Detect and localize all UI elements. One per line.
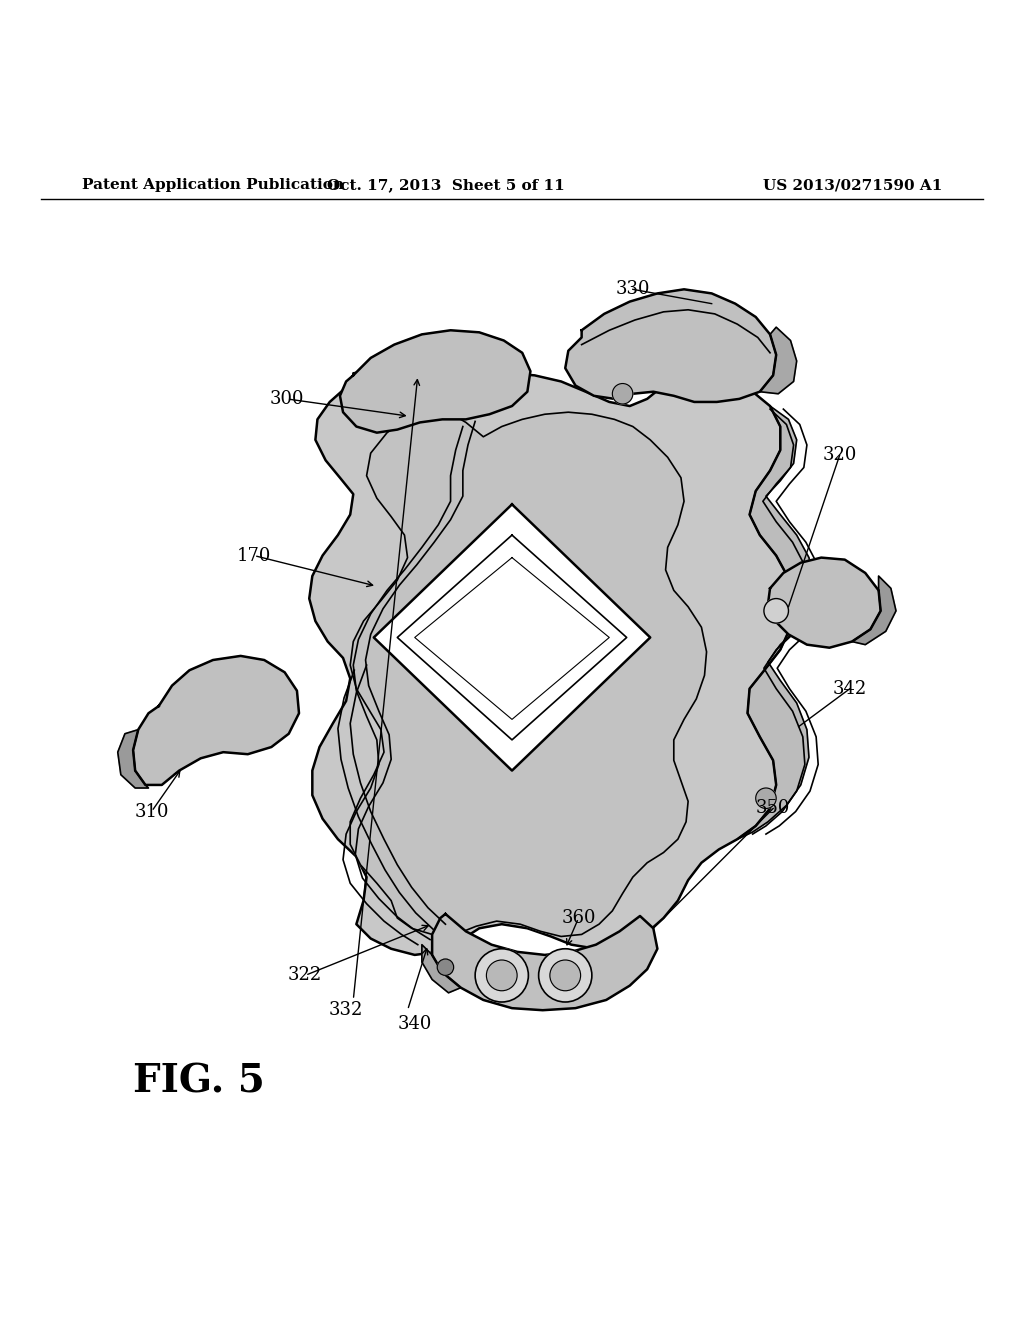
Circle shape	[437, 960, 454, 975]
Polygon shape	[350, 409, 707, 936]
Text: 330: 330	[615, 280, 650, 298]
Polygon shape	[852, 576, 896, 644]
Polygon shape	[768, 557, 881, 648]
Polygon shape	[422, 945, 461, 993]
Text: 322: 322	[288, 966, 323, 985]
Text: 300: 300	[269, 389, 304, 408]
Text: 320: 320	[822, 446, 857, 465]
Text: 342: 342	[833, 680, 867, 698]
Circle shape	[550, 960, 581, 991]
Circle shape	[539, 949, 592, 1002]
Text: FIG. 5: FIG. 5	[133, 1063, 265, 1101]
Polygon shape	[309, 371, 794, 954]
Text: 310: 310	[134, 803, 169, 821]
Polygon shape	[737, 407, 814, 840]
Circle shape	[764, 598, 788, 623]
Text: 340: 340	[397, 1015, 432, 1032]
Polygon shape	[118, 730, 148, 788]
Polygon shape	[432, 913, 657, 1010]
Text: 350: 350	[756, 800, 791, 817]
Text: 360: 360	[561, 909, 596, 927]
Text: Oct. 17, 2013  Sheet 5 of 11: Oct. 17, 2013 Sheet 5 of 11	[327, 178, 564, 191]
Polygon shape	[760, 327, 797, 393]
Circle shape	[612, 384, 633, 404]
Circle shape	[756, 788, 776, 808]
Polygon shape	[133, 656, 299, 785]
Text: US 2013/0271590 A1: US 2013/0271590 A1	[763, 178, 942, 191]
Circle shape	[475, 949, 528, 1002]
Polygon shape	[565, 289, 776, 403]
Text: 332: 332	[329, 1001, 364, 1019]
Polygon shape	[374, 504, 650, 771]
Polygon shape	[340, 330, 530, 433]
Circle shape	[486, 960, 517, 991]
Text: 170: 170	[237, 546, 271, 565]
Text: Patent Application Publication: Patent Application Publication	[82, 178, 344, 191]
